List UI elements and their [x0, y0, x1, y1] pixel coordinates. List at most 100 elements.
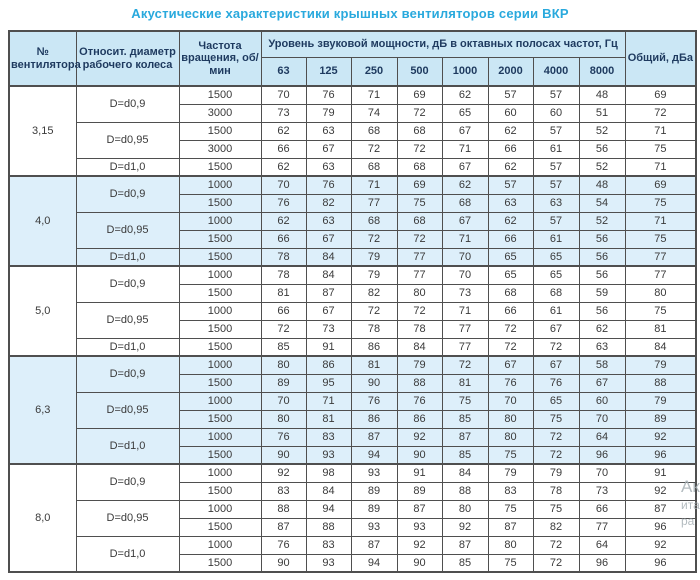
sound-power-cell: 57 [487, 175, 534, 195]
sound-power-cell: 75 [532, 409, 580, 429]
total-db-cell: 75 [624, 229, 697, 249]
sound-power-cell: 71 [350, 85, 398, 105]
sound-power-cell: 80 [487, 427, 534, 447]
table-row: 3000 73 79 74 72 65 60 60 51 72 [9, 103, 697, 123]
sound-power-cell: 54 [578, 193, 626, 213]
sound-power-cell: 92 [260, 463, 307, 483]
sound-power-cell: 75 [487, 553, 534, 573]
page-title: Акустические характеристики крышных вент… [131, 6, 569, 21]
sound-power-cell: 86 [305, 355, 352, 375]
table-row: D=d1,0 1000 76 83 87 92 87 80 72 64 92 [9, 535, 697, 573]
table-row: 1500 90 93 94 90 85 75 72 96 96 [9, 553, 697, 573]
table-header: № вентилятора Относит. диаметр рабочего … [8, 30, 697, 87]
sound-power-cell: 94 [350, 445, 398, 465]
rpm-cell: 1000 [178, 427, 262, 447]
rpm-cell: 1500 [178, 121, 262, 141]
sound-power-cell: 72 [350, 301, 398, 321]
sound-power-cell: 91 [305, 337, 352, 357]
header-band-4000: 4000 [532, 56, 580, 87]
sound-power-cell: 87 [396, 499, 443, 519]
sound-power-cell: 75 [487, 499, 534, 519]
sound-power-cell: 82 [350, 283, 398, 303]
total-db-cell: 84 [624, 337, 697, 357]
sound-power-cell: 62 [487, 157, 534, 177]
sound-power-cell: 83 [305, 535, 352, 555]
sound-power-cell: 68 [350, 121, 398, 141]
sound-power-cell: 90 [350, 373, 398, 393]
sound-power-cell: 62 [260, 211, 307, 231]
sound-power-cell: 60 [487, 103, 534, 123]
sound-power-cell: 78 [532, 481, 580, 501]
sound-power-cell: 76 [487, 373, 534, 393]
diameter-cell: D=d0,95 [75, 391, 180, 429]
rpm-cell: 1500 [178, 229, 262, 249]
sound-power-cell: 62 [260, 157, 307, 177]
total-db-cell: 87 [624, 499, 697, 519]
table-row: D=d0,95 1000 66 67 72 72 71 66 61 56 75 [9, 301, 697, 339]
total-db-cell: 71 [624, 121, 697, 141]
header-band-2000: 2000 [487, 56, 534, 87]
sound-power-cell: 73 [578, 481, 626, 501]
rpm-cell: 1000 [178, 391, 262, 411]
rpm-cell: 1500 [178, 517, 262, 537]
sound-power-cell: 84 [305, 265, 352, 285]
sound-power-cell: 67 [578, 373, 626, 393]
rpm-cell: 1500 [178, 409, 262, 429]
sound-power-cell: 83 [487, 481, 534, 501]
total-db-cell: 81 [624, 319, 697, 339]
diameter-cell: D=d0,95 [75, 499, 180, 537]
sound-power-cell: 63 [487, 193, 534, 213]
sound-power-cell: 75 [441, 391, 489, 411]
sound-power-cell: 70 [441, 247, 489, 267]
sound-power-cell: 76 [396, 391, 443, 411]
diameter-cell: D=d1,0 [75, 337, 180, 357]
sound-power-cell: 77 [396, 247, 443, 267]
table-row: 1500 87 88 93 93 92 87 82 77 96 [9, 517, 697, 537]
sound-power-cell: 88 [305, 517, 352, 537]
table-row: D=d1,0 1500 62 63 68 68 67 62 57 52 71 [9, 157, 697, 177]
sound-power-cell: 52 [578, 157, 626, 177]
sound-power-cell: 82 [532, 517, 580, 537]
sound-power-cell: 70 [578, 409, 626, 429]
sound-power-cell: 59 [578, 283, 626, 303]
sound-power-cell: 73 [441, 283, 489, 303]
sound-power-cell: 67 [441, 121, 489, 141]
sound-power-cell: 57 [532, 157, 580, 177]
sound-power-cell: 48 [578, 85, 626, 105]
sound-power-cell: 68 [396, 121, 443, 141]
sound-power-cell: 61 [532, 139, 580, 159]
sound-power-cell: 63 [578, 337, 626, 357]
sound-power-cell: 64 [578, 427, 626, 447]
rpm-cell: 1000 [178, 175, 262, 195]
sound-power-cell: 72 [532, 445, 580, 465]
sound-power-cell: 71 [350, 175, 398, 195]
fan-number-cell: 4,0 [8, 175, 77, 267]
sound-power-cell: 72 [396, 229, 443, 249]
sound-power-cell: 65 [532, 391, 580, 411]
sound-power-cell: 85 [441, 553, 489, 573]
sound-power-cell: 69 [396, 85, 443, 105]
sound-power-cell: 57 [487, 85, 534, 105]
sound-power-cell: 76 [260, 427, 307, 447]
sound-power-cell: 86 [350, 409, 398, 429]
sound-power-cell: 72 [350, 229, 398, 249]
sound-power-cell: 61 [532, 301, 580, 321]
sound-power-cell: 72 [532, 337, 580, 357]
total-db-cell: 88 [624, 373, 697, 393]
sound-power-cell: 65 [487, 265, 534, 285]
header-diameter: Относит. диаметр рабочего колеса [75, 30, 180, 87]
fan-number-cell: 5,0 [8, 265, 77, 357]
sound-power-cell: 64 [578, 535, 626, 555]
sound-power-cell: 80 [487, 535, 534, 555]
sound-power-cell: 62 [260, 121, 307, 141]
header-band-250: 250 [350, 56, 398, 87]
sound-power-cell: 87 [441, 427, 489, 447]
sound-power-cell: 68 [350, 211, 398, 231]
sound-power-cell: 84 [441, 463, 489, 483]
sound-power-cell: 65 [441, 103, 489, 123]
total-db-cell: 77 [624, 247, 697, 267]
header-frequency: Частота вращения, об/мин [178, 30, 262, 87]
sound-power-cell: 82 [305, 193, 352, 213]
sound-power-cell: 65 [532, 247, 580, 267]
total-db-cell: 77 [624, 265, 697, 285]
